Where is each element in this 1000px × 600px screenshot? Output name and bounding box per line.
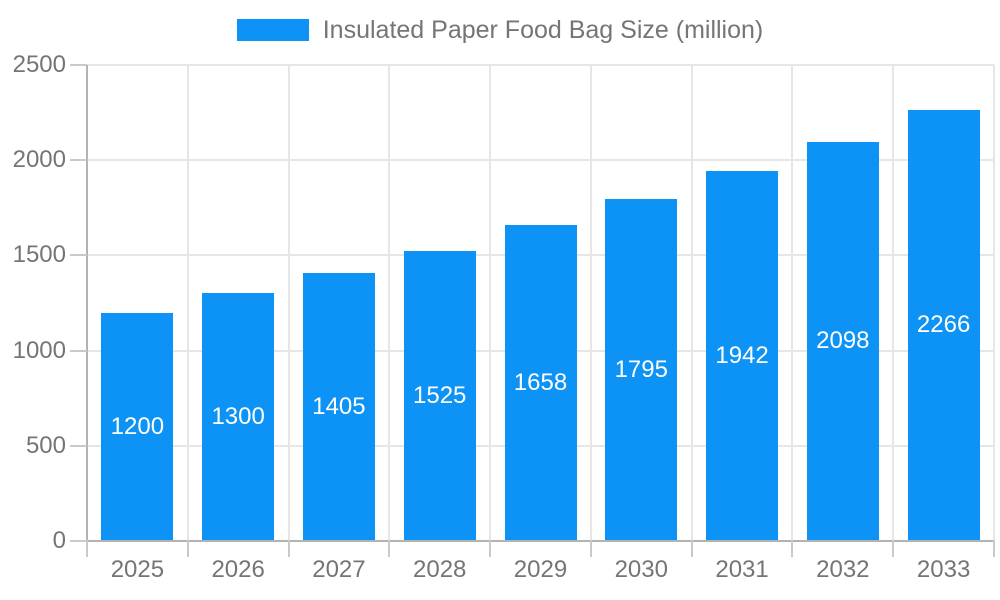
bar-2032[interactable]: 2098 <box>806 141 879 541</box>
x-axis-label-2027: 2027 <box>312 556 366 583</box>
x-axis-label-2025: 2025 <box>110 556 165 583</box>
bar-value-label: 1200 <box>110 412 165 440</box>
y-axis-label: 500 <box>25 431 66 459</box>
y-axis-tick <box>70 159 87 162</box>
plot-area: 1200 1300 1405 1525 1658 1795 1942 2098 2266 <box>87 64 995 541</box>
bar-2027[interactable]: 1405 <box>302 273 375 541</box>
bar-value-label: 1658 <box>513 369 568 397</box>
bar-value-label: 1795 <box>614 356 668 384</box>
y-axis-tick <box>70 540 87 542</box>
gridline-vertical <box>589 65 592 541</box>
gridline-vertical <box>388 65 391 541</box>
bar-value-label: 1405 <box>312 393 366 421</box>
x-axis-label-2032: 2032 <box>816 556 870 583</box>
y-axis-tick <box>70 349 87 352</box>
y-axis-label: 1000 <box>12 336 66 364</box>
y-axis-label: 2500 <box>12 51 66 78</box>
bar-value-label: 1525 <box>413 381 467 409</box>
x-axis-tick <box>589 540 592 557</box>
bar-2029[interactable]: 1658 <box>504 225 577 541</box>
gridline-vertical <box>993 65 995 541</box>
gridline-vertical <box>892 65 895 541</box>
gridline-vertical <box>791 65 794 541</box>
bar-value-label: 2098 <box>816 327 870 355</box>
y-axis-tick <box>70 254 87 257</box>
legend[interactable]: Insulated Paper Food Bag Size (million) <box>0 14 1000 46</box>
x-axis-label-2033: 2033 <box>916 556 971 583</box>
legend-label: Insulated Paper Food Bag Size (million) <box>322 15 764 44</box>
gridline-vertical <box>489 65 492 541</box>
x-axis-tick <box>86 540 88 557</box>
gridline-horizontal <box>87 64 994 66</box>
x-axis-tick <box>993 540 995 557</box>
x-axis-label-2028: 2028 <box>413 556 467 583</box>
bar-2028[interactable]: 1525 <box>403 250 476 541</box>
gridline-vertical <box>186 65 189 541</box>
bar-2030[interactable]: 1795 <box>605 199 678 541</box>
x-axis-tick <box>287 540 290 557</box>
x-axis-tick <box>388 540 391 557</box>
legend-swatch <box>236 19 309 41</box>
x-axis-tick <box>892 540 895 557</box>
y-axis-label: 0 <box>52 527 66 554</box>
x-axis-tick <box>690 540 693 557</box>
x-axis-label-2031: 2031 <box>715 556 769 583</box>
y-axis-tick <box>70 444 87 447</box>
x-axis-tick <box>489 540 492 557</box>
bar-value-label: 1300 <box>211 403 265 431</box>
bar-2026[interactable]: 1300 <box>202 293 275 541</box>
bar-value-label: 2266 <box>916 311 971 339</box>
gridline-horizontal <box>87 159 994 162</box>
gridline-vertical <box>287 65 290 541</box>
bar-2025[interactable]: 1200 <box>101 312 174 541</box>
bar-value-label: 1942 <box>715 342 769 370</box>
x-axis-label-2030: 2030 <box>614 556 668 583</box>
x-axis-tick <box>791 540 794 557</box>
bar-2033[interactable]: 2266 <box>907 109 980 541</box>
x-axis-tick <box>186 540 189 557</box>
x-axis-label-2029: 2029 <box>513 556 568 583</box>
x-axis-line <box>87 540 994 542</box>
bar-2031[interactable]: 1942 <box>706 171 779 541</box>
y-axis-line <box>86 65 88 541</box>
x-axis-label-2026: 2026 <box>211 556 265 583</box>
gridline-vertical <box>690 65 693 541</box>
y-axis-label: 2000 <box>12 146 66 174</box>
y-axis-label: 1500 <box>12 241 66 269</box>
y-axis-tick <box>70 64 87 66</box>
